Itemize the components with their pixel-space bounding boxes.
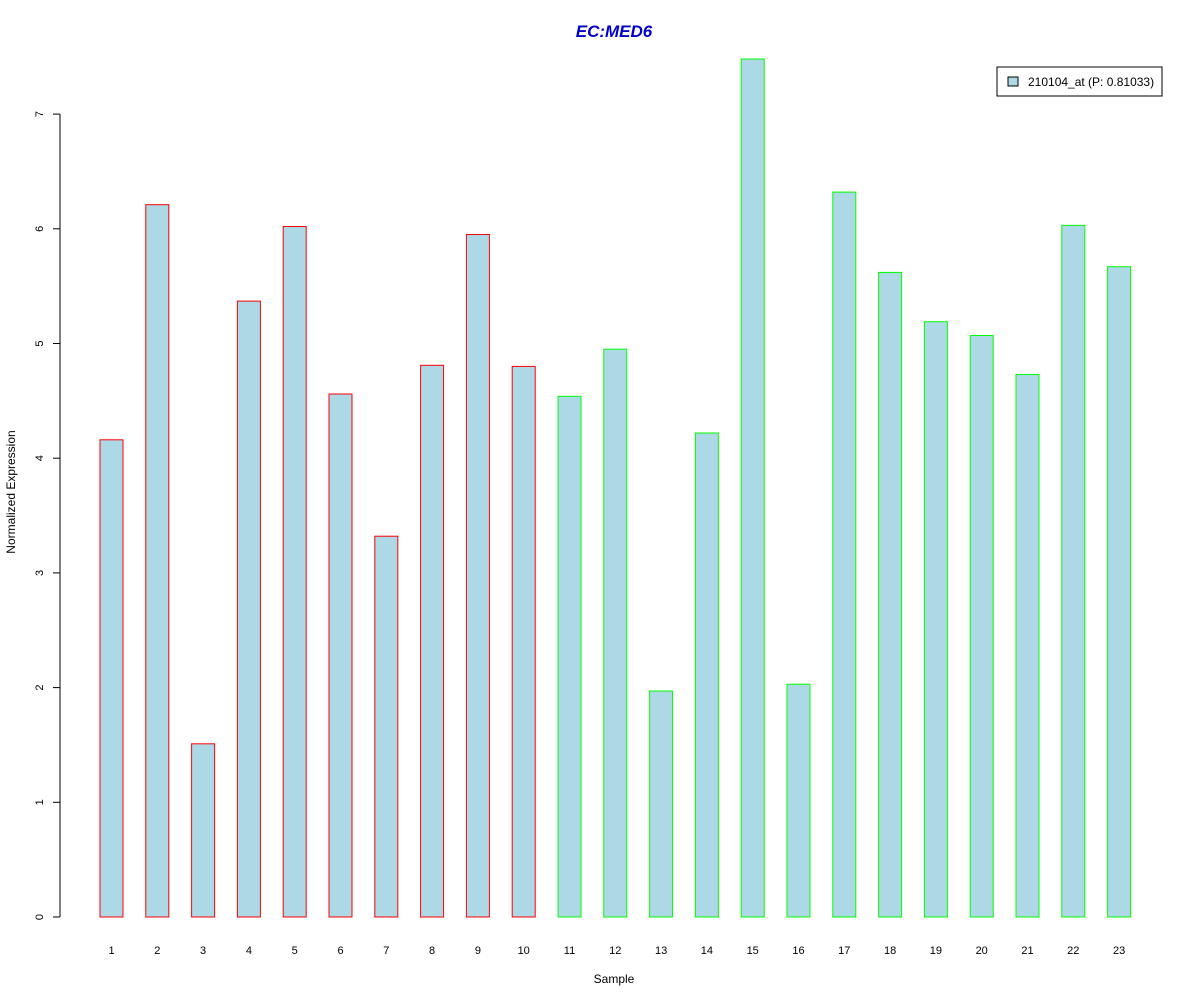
bar-sample-20 bbox=[969, 335, 994, 918]
bar-sample-21 bbox=[1015, 374, 1040, 918]
bar-sample-18 bbox=[878, 271, 903, 918]
bar-sample-2 bbox=[145, 204, 170, 918]
x-tick-label: 23 bbox=[1113, 945, 1125, 957]
x-tick-label: 4 bbox=[246, 945, 252, 957]
x-tick-label: 18 bbox=[884, 945, 896, 957]
x-tick-label: 7 bbox=[383, 945, 389, 957]
x-tick-label: 5 bbox=[292, 945, 298, 957]
x-axis-label: Sample bbox=[594, 972, 635, 986]
legend-swatch bbox=[1007, 76, 1019, 87]
chart-title: EC:MED6 bbox=[576, 22, 653, 41]
x-tick-label: 2 bbox=[154, 945, 160, 957]
legend-entry: 210104_at (P: 0.81033) bbox=[1028, 75, 1154, 89]
y-axis-label: Normalized Expression bbox=[4, 430, 18, 553]
y-tick-label: 3 bbox=[34, 570, 46, 576]
x-tick-label: 9 bbox=[475, 945, 481, 957]
x-tick-label: 15 bbox=[747, 945, 759, 957]
legend: 210104_at (P: 0.81033) bbox=[996, 66, 1163, 97]
x-tick-label: 22 bbox=[1067, 945, 1079, 957]
y-tick-label: 0 bbox=[34, 914, 46, 920]
x-axis: 1 2 3 4 5 6 7 8 9 10 11 12 13 14 15 16 17 18 19 20 21 22 23 bbox=[108, 945, 1125, 957]
y-tick-label: 1 bbox=[34, 799, 46, 805]
bar-sample-12 bbox=[603, 348, 628, 918]
y-tick-label: 4 bbox=[34, 455, 46, 461]
x-tick-label: 19 bbox=[930, 945, 942, 957]
y-tick-label: 7 bbox=[34, 111, 46, 117]
bar-sample-11 bbox=[557, 395, 582, 918]
bar-sample-9 bbox=[465, 234, 490, 918]
x-tick-label: 1 bbox=[108, 945, 114, 957]
bar-sample-23 bbox=[1107, 266, 1132, 918]
x-tick-label: 8 bbox=[429, 945, 435, 957]
bar-sample-19 bbox=[923, 321, 948, 918]
y-axis: 0 1 2 3 4 5 6 7 bbox=[34, 111, 61, 920]
x-tick-label: 12 bbox=[609, 945, 621, 957]
bar-sample-6 bbox=[328, 393, 353, 918]
bar-sample-1 bbox=[99, 439, 124, 918]
bars bbox=[99, 58, 1132, 918]
bar-sample-8 bbox=[420, 364, 445, 918]
x-tick-label: 3 bbox=[200, 945, 206, 957]
y-tick-label: 5 bbox=[34, 340, 46, 346]
bar-sample-3 bbox=[191, 743, 216, 918]
x-tick-label: 6 bbox=[337, 945, 343, 957]
x-tick-label: 10 bbox=[518, 945, 530, 957]
x-tick-label: 17 bbox=[838, 945, 850, 957]
x-tick-label: 14 bbox=[701, 945, 713, 957]
bar-sample-10 bbox=[511, 365, 536, 918]
bar-sample-22 bbox=[1061, 224, 1086, 918]
y-tick-label: 2 bbox=[34, 685, 46, 691]
bar-sample-13 bbox=[649, 690, 674, 918]
bar-sample-15 bbox=[740, 58, 765, 918]
bar-sample-5 bbox=[282, 226, 307, 918]
x-tick-label: 21 bbox=[1021, 945, 1033, 957]
x-tick-label: 11 bbox=[564, 945, 575, 957]
y-tick-label: 6 bbox=[34, 226, 46, 232]
bar-sample-4 bbox=[236, 300, 261, 918]
x-tick-label: 16 bbox=[792, 945, 804, 957]
x-tick-label: 13 bbox=[655, 945, 667, 957]
bar-sample-17 bbox=[832, 191, 857, 918]
x-tick-label: 20 bbox=[976, 945, 988, 957]
bar-sample-7 bbox=[374, 535, 399, 918]
bar-sample-16 bbox=[786, 683, 811, 918]
bar-sample-14 bbox=[694, 432, 719, 918]
legend-box bbox=[996, 66, 1163, 97]
